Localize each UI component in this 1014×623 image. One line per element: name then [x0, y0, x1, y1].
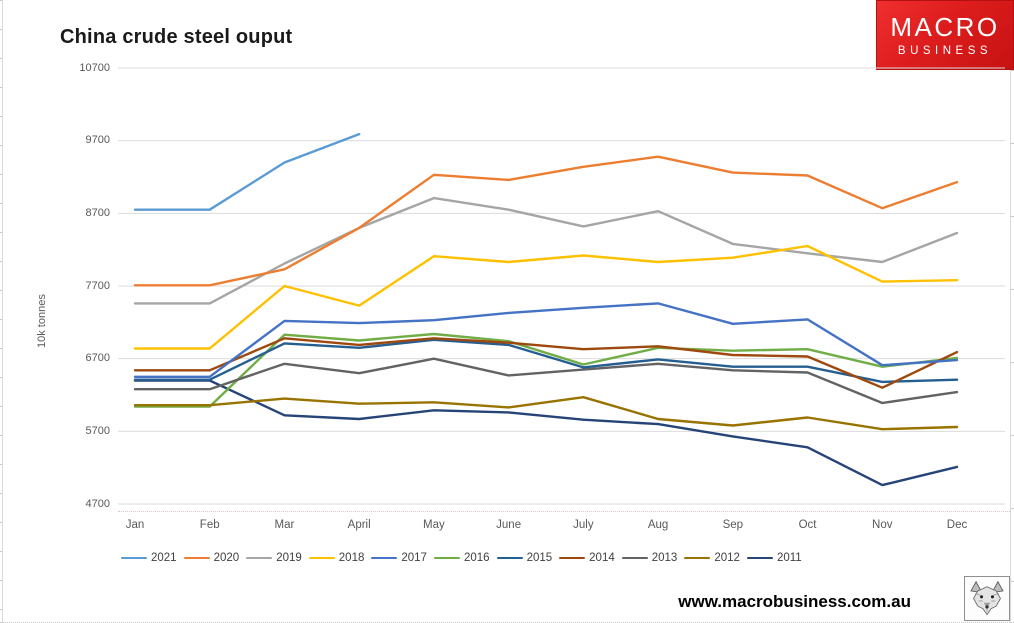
legend-label-2020: 2020: [213, 552, 240, 564]
wolf-logo-box: [964, 576, 1010, 621]
chart-title: China crude steel ouput: [60, 26, 293, 49]
legend-swatch-2015: [496, 556, 523, 560]
y-tick-label-7700: 7700: [85, 279, 110, 292]
legend-item-2015: 2015: [496, 552, 553, 564]
chart-line-2011: [133, 379, 959, 487]
legend-label-2015: 2015: [526, 552, 553, 564]
left-edge-line: [2, 0, 3, 623]
legend-item-2012: 2012: [684, 552, 740, 564]
legend-item-2013: 2013: [621, 552, 678, 564]
x-tick-label-feb: Feb: [199, 519, 220, 531]
y-tick-label-5700: 5700: [85, 424, 110, 437]
footer-url-link[interactable]: www.macrobusiness.com.au: [678, 592, 911, 611]
x-tick-label-jan: Jan: [125, 519, 145, 531]
x-tick-label-oct: Oct: [798, 519, 817, 531]
wolf-logo-icon: [970, 580, 1004, 616]
chart-line-2018: [133, 244, 959, 350]
legend-swatch-2018: [308, 556, 335, 560]
legend-item-2020: 2020: [183, 552, 240, 564]
legend-item-2021: 2021: [121, 552, 177, 564]
legend-swatch-2013: [621, 556, 648, 560]
legend-swatch-2021: [121, 556, 147, 560]
legend-label-2021: 2021: [151, 552, 177, 564]
chart-line-2020: [133, 155, 959, 287]
logo-text-business: BUSINESS: [897, 44, 993, 57]
legend-swatch-2017: [371, 556, 398, 560]
y-tick-label-9700: 9700: [85, 134, 110, 147]
x-tick-label-may: May: [423, 519, 445, 531]
spreadsheet-row-ticks-left: [0, 0, 3, 623]
chart-line-2017: [133, 302, 959, 378]
legend-swatch-2012: [684, 556, 711, 560]
legend-item-2017: 2017: [371, 552, 427, 564]
legend-item-2011: 2011: [746, 552, 802, 564]
legend-swatch-2014: [559, 556, 586, 560]
chart-legend: 2021 2020 2019 2018 2017 2016 2015 2014 2013 2012…: [121, 552, 802, 564]
legend-swatch-2020: [183, 556, 210, 560]
chart-line-2013: [133, 357, 959, 405]
spreadsheet-row-ticks-right: [1011, 70, 1014, 623]
legend-item-2014: 2014: [559, 552, 615, 564]
x-tick-label-sep: Sep: [722, 519, 744, 531]
y-tick-label-6700: 6700: [85, 352, 110, 365]
legend-label-2013: 2013: [651, 552, 678, 564]
y-tick-label-8700: 8700: [85, 206, 110, 219]
legend-label-2012: 2012: [714, 552, 740, 564]
legend-swatch-2019: [246, 556, 273, 560]
legend-item-2016: 2016: [433, 552, 490, 564]
legend-item-2018: 2018: [308, 552, 365, 564]
x-tick-label-mar: Mar: [274, 519, 295, 531]
y-tick-label-4700: 4700: [85, 497, 110, 510]
x-tick-label-aug: Aug: [647, 519, 669, 531]
logo-text-macro: MACRO: [890, 11, 1000, 42]
chart-line-2014: [133, 337, 959, 389]
x-tick-label-june: June: [496, 519, 522, 531]
chart-line-2015: [133, 338, 959, 384]
legend-swatch-2011: [746, 556, 773, 560]
x-tick-label-july: July: [573, 519, 594, 531]
legend-label-2011: 2011: [776, 552, 802, 564]
legend-label-2016: 2016: [463, 552, 490, 564]
chart-line-2016: [133, 332, 959, 408]
x-tick-label-nov: Nov: [872, 519, 893, 531]
legend-label-2014: 2014: [589, 552, 615, 564]
legend-label-2018: 2018: [338, 552, 365, 564]
y-tick-label-10700: 10700: [79, 61, 110, 74]
chart-line-2019: [133, 196, 959, 305]
chart-line-2012: [133, 396, 959, 431]
legend-label-2019: 2019: [276, 552, 302, 564]
legend-item-2019: 2019: [246, 552, 302, 564]
legend-swatch-2016: [433, 556, 460, 560]
right-edge-line: [1010, 70, 1011, 623]
chart-line-2021: [133, 132, 361, 211]
x-tick-label-april: April: [347, 519, 371, 531]
macrobusiness-logo: MACRO BUSINESS: [876, 0, 1014, 70]
legend-label-2017: 2017: [401, 552, 427, 564]
x-tick-label-dec: Dec: [946, 519, 968, 531]
x-axis-line: [118, 511, 1010, 512]
